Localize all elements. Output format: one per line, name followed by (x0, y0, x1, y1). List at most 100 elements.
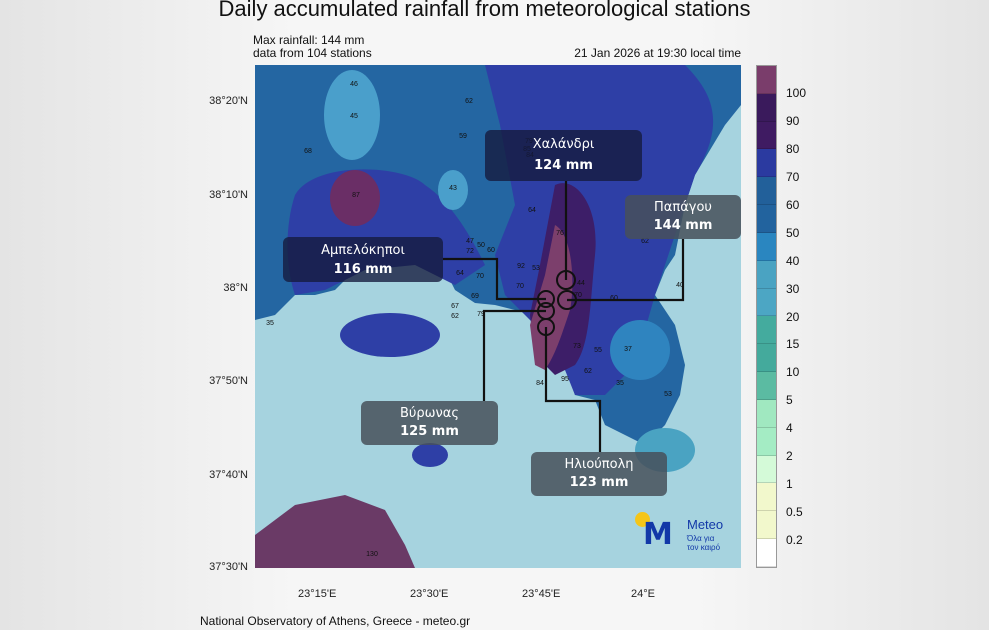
footer-credit: National Observatory of Athens, Greece -… (200, 614, 471, 628)
station-value: 53 (664, 391, 672, 398)
station-value: 40 (676, 282, 684, 289)
station-value: 45 (350, 113, 358, 120)
lat-tick: 38°20'N (209, 95, 248, 107)
colorbar-bin (757, 372, 776, 400)
station-circle-chalandri[interactable] (556, 270, 576, 290)
colorbar-label: 1 (786, 477, 793, 492)
callout-chalandri: Χαλάνδρι 124 mm (485, 130, 642, 181)
colorbar-label: 100 (786, 85, 807, 100)
colorbar-label: 90 (786, 113, 800, 128)
aegina-south (255, 495, 415, 568)
station-value: 37 (624, 346, 632, 353)
station-value: 50 (477, 242, 485, 249)
station-value: 87 (352, 192, 360, 199)
colorbar-label: 10 (786, 365, 800, 380)
meteo-logo: M Meteo Όλα για τον καιρό (635, 512, 735, 552)
colorbar-bin (757, 511, 776, 540)
colorbar-bin (757, 205, 776, 233)
colorbar-label: 0.2 (786, 533, 803, 548)
station-value: 92 (517, 263, 525, 270)
station-value: 62 (465, 98, 473, 105)
colorbar-bin (757, 66, 776, 94)
colorbar-label: 30 (786, 281, 800, 296)
station-value: 70 (574, 292, 582, 299)
station-value: 43 (449, 185, 457, 192)
callout-ilioupoli: Ηλιούπολη 123 mm (531, 452, 667, 496)
colorbar-bin (757, 260, 776, 289)
station-value: 69 (471, 293, 479, 300)
colorbar-label: 0.5 (786, 505, 803, 520)
station-value: 72 (466, 248, 474, 255)
light-patch (610, 320, 670, 380)
colorbar-label: 2 (786, 449, 793, 464)
colorbar-bin (757, 344, 776, 373)
timestamp: 21 Jan 2026 at 19:30 local time (574, 46, 741, 60)
callout-papagou: Παπάγου 144 mm (625, 195, 741, 239)
colorbar-bin (757, 483, 776, 512)
colorbar-label: 20 (786, 309, 800, 324)
station-value: 60 (610, 295, 618, 302)
aegina (412, 443, 448, 467)
lon-tick: 23°15'E (298, 588, 337, 600)
station-value: 84 (536, 380, 544, 387)
lon-tick: 23°45'E (522, 588, 561, 600)
station-value: 64 (528, 207, 536, 214)
station-value: 76 (556, 230, 564, 237)
colorbar-label: 80 (786, 141, 800, 156)
colorbar-bin (757, 121, 776, 150)
colorbar-bin (757, 288, 776, 317)
callout-vyronas: Βύρωνας 125 mm (361, 401, 498, 445)
colorbar-bin (757, 316, 776, 345)
station-value: 62 (641, 238, 649, 245)
colorbar-label: 5 (786, 393, 793, 408)
lat-tick: 38°N (223, 282, 248, 294)
light-patch (324, 70, 380, 160)
station-value: 35 (266, 320, 274, 327)
station-value: 47 (466, 238, 474, 245)
colorbar-label: 70 (786, 169, 800, 184)
station-value: 62 (451, 313, 459, 320)
rain-80-west (330, 170, 380, 226)
stations-count: data from 104 stations (253, 46, 372, 60)
colorbar-label: 40 (786, 253, 800, 268)
station-value: 130 (366, 551, 378, 558)
station-value: 95 (561, 376, 569, 383)
callout-lines (443, 181, 685, 452)
colorbar-label: 50 (786, 225, 800, 240)
station-value: 62 (584, 368, 592, 375)
station-circle-ampelokipoi[interactable] (537, 290, 555, 308)
colorbar-label: 60 (786, 197, 800, 212)
lat-tick: 37°40'N (209, 469, 248, 481)
station-value: 70 (516, 283, 524, 290)
lat-tick: 37°50'N (209, 375, 248, 387)
lat-tick: 38°10'N (209, 189, 248, 201)
station-value: 44 (577, 280, 585, 287)
colorbar-label: 15 (786, 337, 800, 352)
callout-ampelokipoi: Αμπελόκηποι 116 mm (283, 237, 443, 282)
lon-tick: 24°E (631, 588, 655, 600)
station-value: 46 (350, 81, 358, 88)
station-circle-papagou[interactable] (557, 290, 577, 310)
lon-tick: 23°30'E (410, 588, 449, 600)
station-value: 79 (477, 311, 485, 318)
colorbar-bin (757, 539, 776, 567)
colorbar-label: 4 (786, 421, 793, 436)
station-value: 59 (459, 133, 467, 140)
colorbar-bin (757, 149, 776, 178)
station-value: 60 (487, 247, 495, 254)
colorbar (756, 65, 777, 568)
station-value: 68 (304, 148, 312, 155)
lat-tick: 37°30'N (209, 561, 248, 573)
station-circle-ilioupoli[interactable] (537, 318, 555, 336)
light-patch (438, 170, 468, 210)
max-rainfall: Max rainfall: 144 mm (253, 33, 365, 47)
salamina (340, 313, 440, 357)
station-value: 67 (451, 303, 459, 310)
station-value: 73 (573, 343, 581, 350)
colorbar-bin (757, 399, 776, 428)
station-value: 55 (594, 347, 602, 354)
station-value: 70 (476, 273, 484, 280)
colorbar-bin (757, 93, 776, 122)
station-value: 53 (532, 265, 540, 272)
colorbar-bin (757, 177, 776, 206)
